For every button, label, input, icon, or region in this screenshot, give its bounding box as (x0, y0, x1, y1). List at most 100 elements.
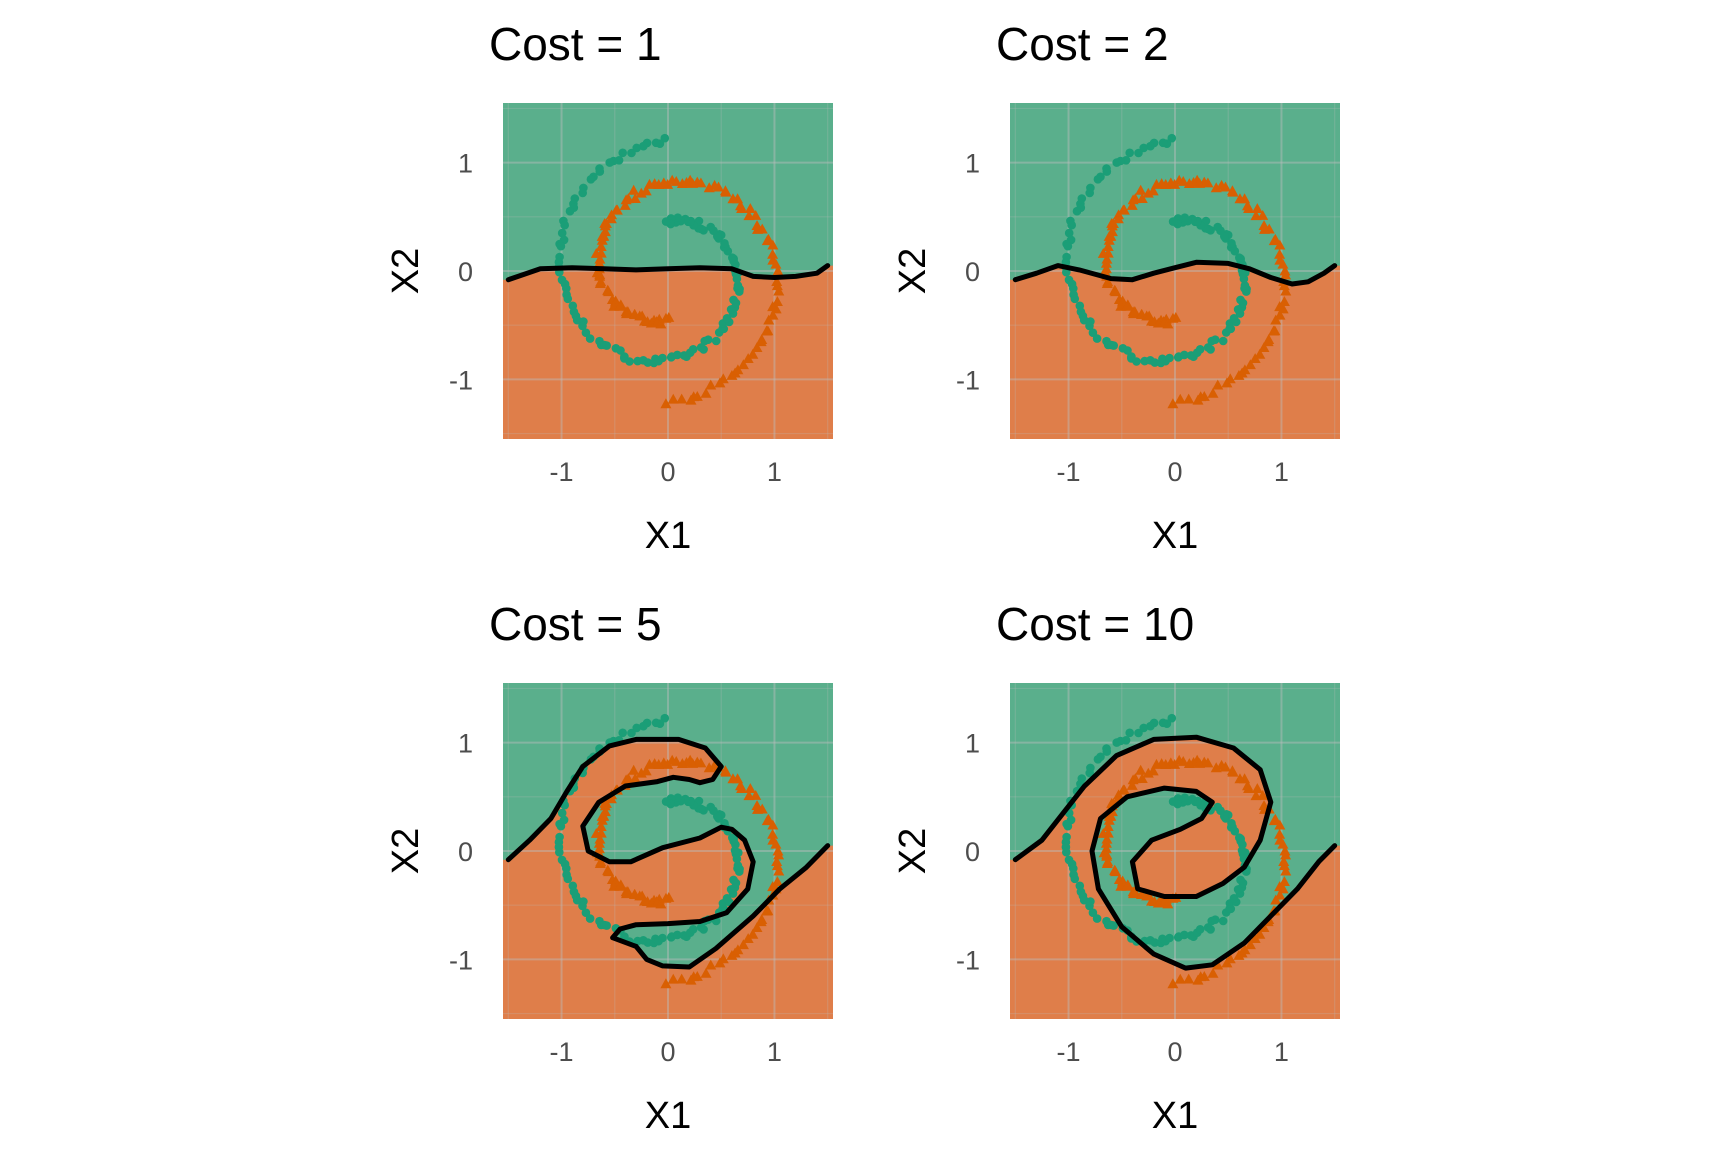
point-class-b (1279, 845, 1291, 856)
point-class-a (562, 284, 571, 293)
point-class-a (1227, 239, 1236, 248)
point-class-b (1167, 398, 1179, 409)
point-class-b (1250, 790, 1262, 801)
point-class-a (1167, 713, 1177, 723)
points-class-a (554, 713, 744, 948)
point-class-b (1280, 865, 1292, 876)
point-class-a (1109, 921, 1118, 930)
point-class-b (1117, 204, 1129, 215)
x-ticks: -1 0 1 (550, 457, 782, 487)
point-class-b (756, 334, 768, 344)
panel-title: Cost = 10 (996, 598, 1194, 650)
point-class-a (556, 821, 566, 831)
point-class-a (1235, 253, 1244, 262)
point-class-a (1134, 148, 1143, 158)
point-class-a (688, 345, 698, 354)
point-class-b (1239, 944, 1251, 955)
point-class-b (1257, 789, 1269, 800)
point-class-a (1158, 138, 1168, 148)
point-class-b (663, 891, 675, 902)
point-class-b (767, 819, 779, 830)
point-class-b (1102, 821, 1114, 831)
point-class-b (750, 789, 762, 800)
point-class-b (596, 814, 608, 825)
point-class-a (556, 241, 566, 251)
point-class-b (767, 254, 779, 265)
points-class-a (1061, 133, 1251, 368)
point-class-b (643, 758, 655, 769)
point-class-b (1250, 210, 1262, 221)
point-class-b (1274, 889, 1286, 900)
point-class-a (1062, 847, 1071, 857)
point-class-a (602, 921, 611, 930)
point-class-b (1207, 967, 1219, 978)
point-class-a (1092, 914, 1102, 923)
point-class-b (1274, 309, 1286, 320)
x-tick-label: 1 (767, 1037, 782, 1067)
panel-cost-10: Cost = 10 -1 0 1 -1 0 1 X1 X2 (892, 598, 1340, 1137)
x-ticks: -1 0 1 (1057, 1037, 1289, 1067)
point-class-a (729, 295, 738, 305)
plot-area (503, 103, 833, 439)
point-class-b (622, 306, 634, 317)
point-class-b (655, 898, 667, 909)
point-class-b (610, 204, 622, 215)
point-class-a (1229, 314, 1239, 323)
point-class-b (1278, 876, 1290, 887)
point-class-b (771, 856, 783, 867)
point-class-b (773, 865, 785, 876)
point-class-b (1263, 334, 1275, 344)
point-class-a (1070, 294, 1080, 304)
y-axis-title: X2 (385, 828, 427, 874)
y-ticks: -1 0 1 (449, 149, 473, 396)
x-tick-label: -1 (1057, 1037, 1081, 1067)
point-class-a (1180, 793, 1190, 802)
point-class-b (719, 765, 731, 776)
point-class-b (1135, 764, 1147, 775)
point-class-a (627, 728, 636, 738)
point-class-b (744, 203, 756, 214)
y-ticks: -1 0 1 (449, 729, 473, 976)
point-class-b (1109, 285, 1121, 296)
point-class-b (1278, 856, 1290, 867)
point-class-b (596, 234, 608, 245)
point-class-b (751, 342, 763, 352)
point-class-b (595, 856, 607, 867)
point-class-b (762, 813, 774, 824)
point-class-b (1269, 233, 1281, 244)
point-class-a (1125, 728, 1134, 738)
point-class-b (717, 953, 729, 964)
point-class-a (1069, 284, 1078, 293)
point-class-b (761, 905, 773, 916)
point-class-b (1126, 779, 1138, 790)
point-class-b (1212, 379, 1224, 390)
y-tick-label: 0 (458, 257, 473, 287)
panel-title: Cost = 2 (996, 18, 1169, 70)
y-axis-title: X2 (385, 248, 427, 294)
point-class-b (756, 914, 768, 924)
point-class-a (1180, 213, 1190, 222)
point-class-b (767, 301, 779, 312)
point-class-b (767, 309, 779, 320)
point-class-a (565, 206, 575, 216)
point-class-b (761, 325, 773, 336)
point-class-b (593, 257, 605, 268)
decision-boundary (505, 263, 831, 283)
point-class-b (1162, 318, 1174, 329)
point-class-b (751, 220, 763, 230)
point-class-b (1274, 248, 1286, 259)
point-class-a (658, 353, 667, 363)
point-class-b (1251, 203, 1263, 214)
point-class-a (1072, 206, 1082, 216)
point-class-a (1158, 718, 1168, 728)
point-class-b (772, 845, 784, 856)
x-axis-title: X1 (645, 515, 691, 557)
point-class-a (639, 721, 648, 731)
point-class-b (1142, 767, 1154, 778)
point-class-a (733, 281, 743, 290)
point-class-a (563, 874, 573, 884)
point-class-a (585, 914, 595, 923)
point-class-b (1112, 213, 1124, 224)
point-class-b (595, 821, 607, 831)
decision-boundary (1012, 734, 1338, 971)
